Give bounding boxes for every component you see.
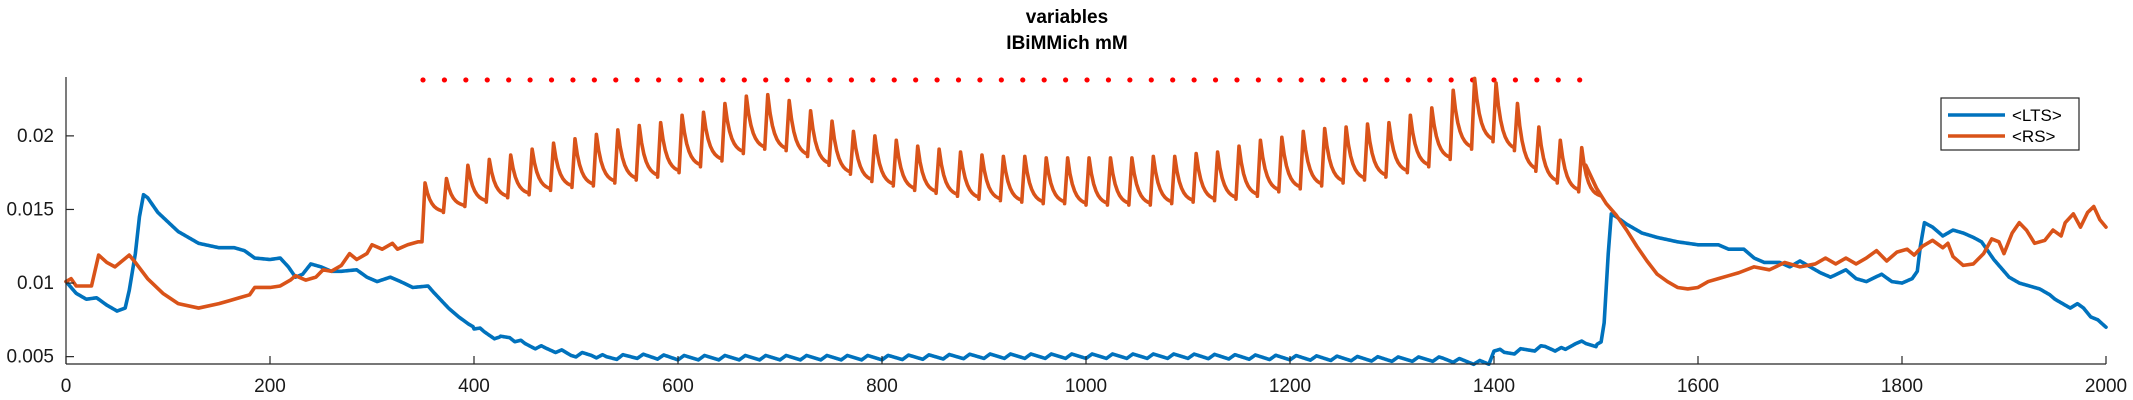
x-tick-label: 0	[61, 376, 72, 397]
stimulus-marker	[1084, 77, 1090, 83]
stimulus-marker	[1427, 77, 1433, 83]
stimulus-marker	[977, 77, 983, 83]
chart-title: variables	[1026, 7, 1108, 28]
stimulus-marker	[1512, 77, 1519, 83]
stimulus-marker	[1555, 77, 1561, 83]
stimulus-marker	[1405, 77, 1411, 83]
x-tick-label: 800	[866, 376, 898, 397]
y-tick-label: 0.02	[17, 126, 54, 147]
stimulus-marker	[1234, 77, 1240, 83]
stimulus-marker	[1063, 77, 1069, 83]
stimulus-marker	[484, 77, 490, 83]
x-tick-label: 600	[662, 376, 694, 397]
stimulus-marker	[1277, 77, 1283, 83]
legend-entries: <LTS> <RS>	[1948, 106, 2062, 146]
stimulus-marker	[463, 77, 469, 83]
stimulus-marker	[1320, 77, 1326, 83]
stimulus-marker	[1148, 77, 1154, 83]
stimulus-marker	[955, 77, 962, 83]
stimulus-marker	[720, 77, 726, 83]
stimulus-marker	[1212, 77, 1219, 83]
x-tick-label: 400	[458, 376, 490, 397]
series-line-lts	[64, 192, 2108, 367]
x-tick-label: 200	[254, 376, 286, 397]
stimulus-marker	[1170, 77, 1176, 83]
stimulus-marker	[1298, 77, 1304, 83]
x-tick-label: 1800	[1881, 376, 1923, 397]
y-tick-label: 0.01	[17, 273, 54, 294]
series-layer	[64, 76, 2108, 367]
x-tick-label: 1600	[1677, 376, 1719, 397]
axes: 0 200 400 600 800 1000 1200 1400 1600 1800 2000 0.…	[6, 77, 2127, 397]
stimulus-marker	[506, 77, 512, 83]
stimulus-marker	[1020, 77, 1026, 83]
x-tick-label: 2000	[2085, 376, 2127, 397]
x-tick-label: 1000	[1065, 376, 1107, 397]
stimulus-marker	[1191, 77, 1197, 83]
stimulus-marker	[763, 77, 769, 83]
y-tick-label: 0.005	[6, 347, 54, 368]
y-tick-label: 0.015	[6, 199, 54, 220]
stimulus-marker	[805, 77, 812, 83]
stimulus-marker	[1491, 77, 1497, 83]
stimulus-marker	[1577, 77, 1583, 83]
series-line-rs	[64, 76, 2108, 310]
stimulus-marker	[420, 77, 426, 83]
stimulus-marker	[1127, 77, 1133, 83]
legend-label: <RS>	[2012, 127, 2056, 146]
stimulus-marker	[656, 77, 662, 83]
stimulus-marker	[1534, 77, 1540, 83]
chart-subtitle: IBiMMich mM	[1006, 33, 1127, 54]
stimulus-marker	[570, 77, 576, 83]
stimulus-marker	[1041, 77, 1047, 83]
stimulus-marker	[741, 77, 747, 83]
stimulus-marker	[784, 77, 790, 83]
stimulus-marker	[827, 77, 833, 83]
y-ticks: 0.005 0.01 0.015 0.02	[6, 126, 74, 368]
stimulus-marker	[1255, 77, 1261, 83]
legend-box	[1940, 97, 2080, 151]
stimulus-marker	[913, 77, 919, 83]
legend: <LTS> <RS>	[1940, 97, 2080, 151]
stimulus-marker	[1341, 77, 1347, 83]
stimulus-marker	[934, 77, 940, 83]
stimulus-marker	[634, 77, 640, 83]
stimulus-marker	[677, 77, 683, 83]
stimulus-marker	[441, 77, 448, 83]
x-tick-label: 1400	[1473, 376, 1515, 397]
stimulus-marker	[1105, 77, 1112, 83]
stimulus-markers	[420, 77, 1583, 83]
stimulus-marker	[591, 77, 597, 83]
x-tick-label: 1200	[1269, 376, 1311, 397]
plot-area	[64, 76, 2108, 367]
legend-label: <LTS>	[2012, 106, 2062, 125]
stimulus-marker	[698, 77, 705, 83]
stimulus-marker	[848, 77, 855, 83]
stimulus-marker	[527, 77, 533, 83]
stimulus-marker	[1362, 77, 1369, 83]
stimulus-marker	[1448, 77, 1454, 83]
stimulus-marker	[870, 77, 876, 83]
stimulus-marker	[998, 77, 1004, 83]
stimulus-marker	[1384, 77, 1390, 83]
stimulus-marker	[891, 77, 897, 83]
stimulus-marker	[548, 77, 555, 83]
x-ticks: 0 200 400 600 800 1000 1200 1400 1600 1800 2000	[61, 356, 2127, 397]
stimulus-marker	[613, 77, 619, 83]
